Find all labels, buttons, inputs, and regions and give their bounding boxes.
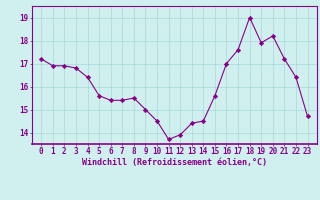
X-axis label: Windchill (Refroidissement éolien,°C): Windchill (Refroidissement éolien,°C) bbox=[82, 158, 267, 167]
